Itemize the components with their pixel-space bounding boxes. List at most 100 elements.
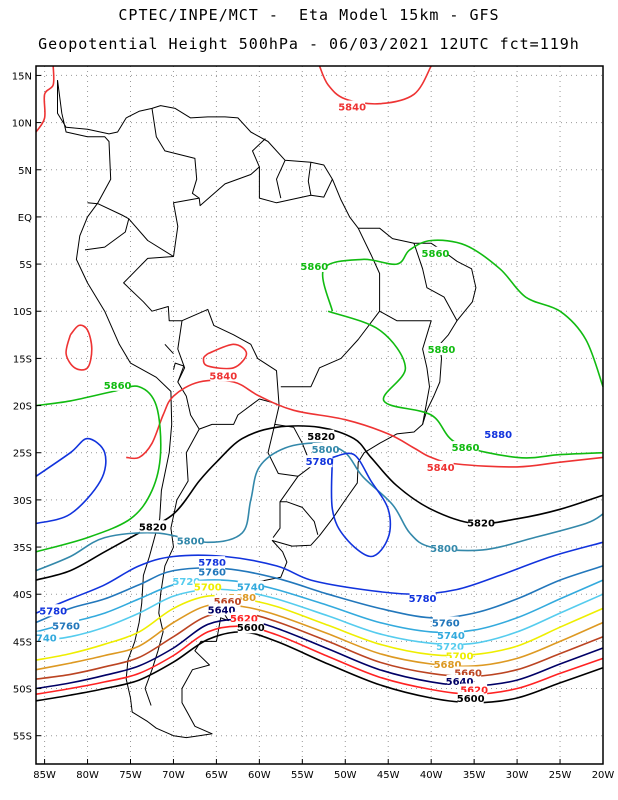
lon-tick-label: 60W <box>248 770 271 781</box>
contour-5780 <box>35 437 107 525</box>
contour-5660 <box>35 611 604 680</box>
contour-label: 5840 <box>427 463 455 474</box>
contour-5840 <box>126 379 604 468</box>
contour-label-bg <box>199 556 226 569</box>
contour-label: 5800 <box>430 544 458 555</box>
lat-tick-label: 45S <box>13 637 32 648</box>
contour-label: 5880 <box>484 430 512 441</box>
contour-label-bg <box>452 441 479 454</box>
contour-5720 <box>35 588 604 646</box>
lat-tick-label: EQ <box>18 213 32 224</box>
coastline <box>307 162 312 196</box>
coastline <box>280 501 319 535</box>
contour-label: 5760 <box>198 568 226 579</box>
contour-label: 5720 <box>172 577 200 588</box>
coastline <box>57 80 477 739</box>
contour-label: 5780 <box>409 594 437 605</box>
contour-label: 5780 <box>39 606 67 617</box>
lon-tick-label: 75W <box>119 770 142 781</box>
map-frame <box>35 65 604 765</box>
contour-5620 <box>35 625 604 696</box>
contour-label: 5640 <box>446 677 474 688</box>
contour-label: 5700 <box>194 583 222 594</box>
contour-5760 <box>35 565 604 624</box>
lon-tick-label: 20W <box>592 770 615 781</box>
coastline <box>258 166 333 204</box>
contour-label-bg <box>437 640 464 653</box>
contour-label-bg <box>422 246 449 259</box>
lat-tick-label: 30S <box>13 496 32 507</box>
contour-5840 <box>35 65 55 133</box>
coastline <box>151 306 315 538</box>
contour-label: 5600 <box>237 623 265 634</box>
lon-tick-label: 70W <box>162 770 185 781</box>
coastline <box>173 138 266 257</box>
coastline <box>267 424 299 477</box>
contour-5860 <box>321 239 604 387</box>
lat-tick-label: 50S <box>13 685 32 696</box>
contour-label: 5800 <box>312 445 340 456</box>
contour-label-bg <box>409 591 436 604</box>
contour-label-bg <box>312 442 339 455</box>
contour-label-bg <box>139 520 166 533</box>
contour-label: 5780 <box>306 457 334 468</box>
contour-label: 5820 <box>467 519 495 530</box>
contour-label-bg <box>308 429 335 442</box>
contour-label-bg <box>104 378 131 391</box>
lon-tick-label: 40W <box>420 770 443 781</box>
contour-label: 5620 <box>230 614 258 625</box>
coastline <box>173 362 185 383</box>
contour-label-bg <box>468 516 495 529</box>
contour-label: 5600 <box>457 694 485 705</box>
contour-label: 5660 <box>454 669 482 680</box>
contour-label-bg <box>428 342 455 355</box>
contour-label-bg <box>431 541 458 554</box>
lon-tick-label: 65W <box>205 770 228 781</box>
coastline <box>357 227 432 425</box>
contour-label-bg <box>210 369 237 382</box>
contour-label-bg <box>199 565 226 578</box>
contour-label-bg <box>237 621 264 634</box>
contour-label-bg <box>208 603 235 616</box>
lat-tick-label: 15S <box>13 354 32 365</box>
lat-tick-label: 55S <box>13 732 32 743</box>
lon-tick-label: 85W <box>33 770 56 781</box>
coastline <box>151 108 200 199</box>
chart-subtitle: Geopotential Height 500hPa - 06/03/2021 … <box>38 35 580 53</box>
contour-label: 5760 <box>432 619 460 630</box>
contour-label: 740 <box>36 634 57 645</box>
contour-5860 <box>35 385 162 553</box>
lon-tick-label: 50W <box>334 770 357 781</box>
contour-label-bg <box>53 619 80 632</box>
contour-label: 5700 <box>446 652 474 663</box>
contour-label-bg <box>194 580 221 593</box>
contour-label: 5720 <box>436 642 464 653</box>
contour-5860 <box>327 310 604 459</box>
lon-tick-label: 55W <box>291 770 314 781</box>
lon-tick-label: 30W <box>506 770 529 781</box>
contour-label-bg <box>485 427 512 440</box>
coastline <box>164 343 174 355</box>
contour-5880 <box>397 336 549 435</box>
coastline <box>276 160 286 199</box>
coastline <box>123 218 174 312</box>
contour-label-bg <box>173 575 200 588</box>
contour-5840 <box>202 343 248 370</box>
contour-label-bg <box>301 259 328 272</box>
contour-label-bg <box>457 691 484 704</box>
lat-tick-label: 15N <box>12 71 32 82</box>
contour-label: 5860 <box>104 381 132 392</box>
contour-label-bg <box>434 658 461 671</box>
lon-tick-label: 45W <box>377 770 400 781</box>
contour-label: 5880 <box>428 345 456 356</box>
contour-label-bg <box>306 455 333 468</box>
contour-label: 5800 <box>177 536 205 547</box>
contour-label-bg <box>230 611 257 624</box>
contour-label-bg <box>427 460 454 473</box>
lat-tick-label: 35S <box>13 543 32 554</box>
contour-label: 5680 <box>434 660 462 671</box>
contour-label: 5860 <box>300 262 328 273</box>
lat-tick-label: 10S <box>13 307 32 318</box>
coastline <box>413 243 458 321</box>
contour-label: 5820 <box>139 522 167 533</box>
